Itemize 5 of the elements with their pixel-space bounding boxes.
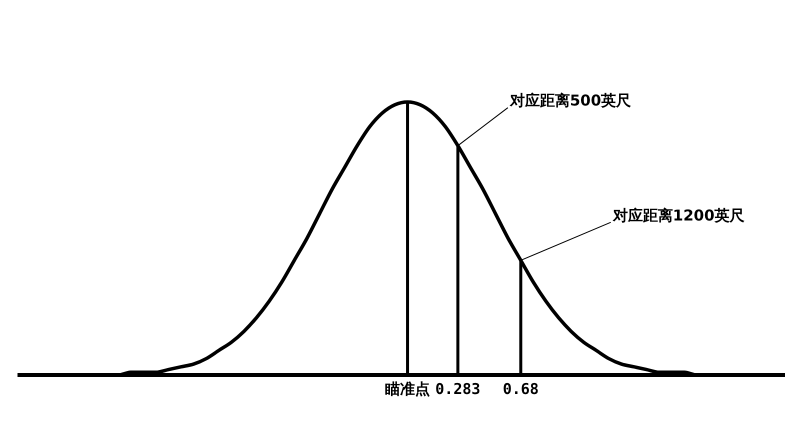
- x-tick-label: 0.283: [435, 380, 480, 398]
- annotation: 对应距离500英尺: [510, 92, 632, 110]
- x-tick-label: 瞄准点: [385, 380, 430, 398]
- x-tick-label: 0.68: [502, 380, 539, 398]
- annotation: 对应距离1200英尺: [612, 206, 745, 224]
